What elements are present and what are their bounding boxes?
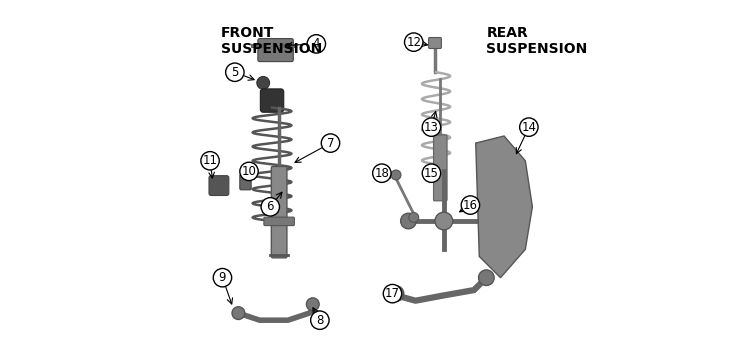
Text: 8: 8 xyxy=(316,314,324,327)
Circle shape xyxy=(383,285,401,303)
Text: 9: 9 xyxy=(219,271,226,284)
Text: 17: 17 xyxy=(385,287,400,300)
FancyBboxPatch shape xyxy=(258,39,293,62)
Circle shape xyxy=(388,286,404,301)
Circle shape xyxy=(401,213,416,229)
Text: 15: 15 xyxy=(424,167,439,180)
Circle shape xyxy=(391,170,401,180)
Text: 5: 5 xyxy=(231,66,239,79)
Text: 13: 13 xyxy=(424,121,439,134)
FancyBboxPatch shape xyxy=(429,37,442,49)
Circle shape xyxy=(257,76,269,89)
Circle shape xyxy=(422,118,441,136)
Circle shape xyxy=(307,35,325,53)
Text: 14: 14 xyxy=(521,121,536,134)
Circle shape xyxy=(373,164,391,182)
Circle shape xyxy=(461,196,480,214)
Circle shape xyxy=(520,118,538,136)
Circle shape xyxy=(404,33,423,51)
Text: 6: 6 xyxy=(266,200,274,213)
Circle shape xyxy=(478,270,494,286)
Circle shape xyxy=(322,134,339,152)
FancyBboxPatch shape xyxy=(433,135,447,201)
Text: 11: 11 xyxy=(203,154,218,167)
Circle shape xyxy=(213,268,232,287)
FancyBboxPatch shape xyxy=(264,217,295,226)
Text: 16: 16 xyxy=(463,198,478,212)
Text: 7: 7 xyxy=(327,137,334,150)
Polygon shape xyxy=(476,136,533,278)
Circle shape xyxy=(239,162,258,181)
Circle shape xyxy=(261,198,280,216)
Text: REAR
SUSPENSION: REAR SUSPENSION xyxy=(486,26,588,56)
FancyBboxPatch shape xyxy=(209,176,229,196)
FancyBboxPatch shape xyxy=(260,89,283,112)
Text: 18: 18 xyxy=(374,167,389,180)
FancyBboxPatch shape xyxy=(272,166,287,258)
Circle shape xyxy=(310,311,329,330)
Text: 12: 12 xyxy=(407,36,421,49)
Circle shape xyxy=(409,212,419,222)
Text: 4: 4 xyxy=(313,37,320,50)
Circle shape xyxy=(232,307,245,320)
Text: FRONT
SUSPENSION: FRONT SUSPENSION xyxy=(221,26,322,56)
Circle shape xyxy=(225,63,244,81)
Circle shape xyxy=(435,212,453,230)
FancyBboxPatch shape xyxy=(239,174,251,190)
Circle shape xyxy=(307,298,319,311)
Circle shape xyxy=(422,164,441,182)
Text: 10: 10 xyxy=(242,165,257,178)
Circle shape xyxy=(201,152,219,170)
